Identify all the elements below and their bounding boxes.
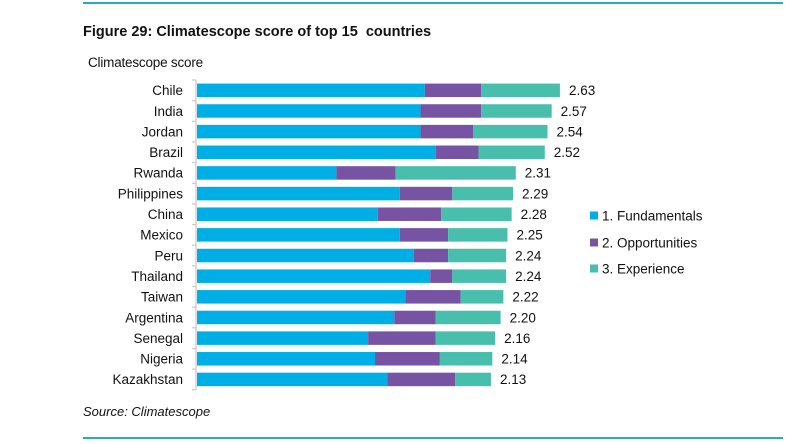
bar-segment-1 bbox=[197, 372, 388, 387]
bar-segment-2 bbox=[413, 248, 449, 263]
bar-segment-2 bbox=[420, 104, 482, 118]
bar-segment-3 bbox=[439, 352, 493, 366]
total-value-label: 2.20 bbox=[510, 310, 536, 325]
category-label: Thailand bbox=[131, 269, 183, 284]
category-label: Taiwan bbox=[141, 290, 183, 305]
bar-segment-3 bbox=[441, 207, 512, 221]
source-note: Source: Climatescope bbox=[83, 404, 211, 419]
legend-label: 3. Experience bbox=[602, 262, 685, 277]
bar-segment-1 bbox=[197, 104, 421, 118]
axis-label: Climatescope score bbox=[88, 55, 203, 70]
bar-segment-3 bbox=[481, 83, 560, 98]
legend-label: 2. Opportunities bbox=[602, 236, 698, 251]
bar-segment-2 bbox=[430, 269, 453, 283]
category-labels: Chile India Jordan Brazil Rwanda Philippines C… bbox=[112, 83, 183, 387]
bar-segment-1 bbox=[197, 352, 376, 366]
category-label: Mexico bbox=[140, 228, 183, 243]
legend-swatch bbox=[590, 238, 598, 247]
category-label: Brazil bbox=[149, 145, 183, 160]
bar-segment-3 bbox=[455, 372, 491, 387]
category-label: Rwanda bbox=[133, 166, 183, 181]
bar-segment-2 bbox=[394, 310, 436, 325]
legend-label: 1. Fundamentals bbox=[602, 209, 703, 224]
bar-segment-1 bbox=[197, 269, 431, 283]
value-labels: 2.63 2.57 2.54 2.522.31 2.29 2.28 2.25 2.24 2.24… bbox=[500, 83, 595, 387]
bar-segment-2 bbox=[375, 352, 440, 366]
bar-segment-1 bbox=[197, 310, 395, 325]
bar-segment-3 bbox=[395, 166, 516, 180]
total-value-label: 2.25 bbox=[517, 228, 543, 243]
category-label: Argentina bbox=[125, 310, 183, 325]
bar-segment-1 bbox=[197, 248, 414, 263]
bottom-rule bbox=[83, 437, 783, 439]
category-label: Philippines bbox=[118, 186, 184, 201]
total-value-label: 2.54 bbox=[557, 124, 584, 139]
bar-segment-2 bbox=[368, 331, 436, 345]
bars bbox=[197, 83, 560, 387]
category-label: Nigeria bbox=[140, 352, 183, 367]
total-value-label: 2.16 bbox=[504, 331, 530, 346]
bar-segment-2 bbox=[387, 372, 456, 387]
category-label: Jordan bbox=[142, 124, 183, 139]
category-label: China bbox=[148, 207, 184, 222]
bar-segment-1 bbox=[197, 124, 421, 139]
total-value-label: 2.31 bbox=[525, 166, 551, 181]
bar-segment-2 bbox=[377, 207, 442, 221]
legend: 1. Fundamentals 2. Opportunities 3. Experi… bbox=[590, 209, 703, 277]
bar-segment-1 bbox=[197, 145, 436, 160]
category-label: Kazakhstan bbox=[112, 372, 183, 387]
bar-segment-3 bbox=[435, 331, 496, 345]
category-label: Peru bbox=[154, 248, 183, 263]
total-value-label: 2.52 bbox=[554, 145, 580, 160]
total-value-label: 2.28 bbox=[521, 207, 547, 222]
y-axis bbox=[192, 79, 197, 391]
bar-segment-1 bbox=[197, 228, 400, 242]
legend-swatch bbox=[590, 211, 598, 220]
category-label: India bbox=[154, 104, 184, 119]
legend-swatch bbox=[590, 264, 598, 273]
total-value-label: 2.13 bbox=[500, 372, 526, 387]
total-value-label: 2.57 bbox=[561, 104, 587, 119]
bar-segment-2 bbox=[336, 166, 396, 180]
bar-segment-3 bbox=[448, 228, 508, 242]
bar-segment-3 bbox=[473, 124, 548, 139]
total-value-label: 2.63 bbox=[569, 83, 595, 98]
total-value-label: 2.24 bbox=[515, 248, 542, 263]
bar-segment-1 bbox=[197, 290, 406, 304]
category-label: Chile bbox=[152, 83, 183, 98]
top-rule bbox=[83, 2, 783, 4]
bar-segment-3 bbox=[452, 269, 507, 283]
bar-segment-2 bbox=[399, 228, 449, 242]
figure-title: Figure 29: Climatescope score of top 15 … bbox=[83, 24, 432, 40]
bar-segment-2 bbox=[405, 290, 461, 304]
category-label: Senegal bbox=[133, 331, 183, 346]
bar-segment-1 bbox=[197, 83, 425, 98]
bar-segment-3 bbox=[435, 310, 501, 325]
bar-segment-2 bbox=[420, 124, 473, 139]
bar-segment-1 bbox=[197, 331, 369, 345]
total-value-label: 2.22 bbox=[512, 290, 538, 305]
bar-segment-3 bbox=[448, 248, 507, 263]
bar-segment-2 bbox=[399, 186, 453, 201]
bar-segment-3 bbox=[452, 186, 514, 201]
bar-segment-3 bbox=[478, 145, 545, 160]
bar-segment-1 bbox=[197, 166, 337, 180]
bar-segment-3 bbox=[481, 104, 552, 118]
bar-segment-3 bbox=[460, 290, 504, 304]
bar-segment-2 bbox=[435, 145, 479, 160]
bar-segment-2 bbox=[424, 83, 482, 98]
total-value-label: 2.14 bbox=[501, 352, 528, 367]
total-value-label: 2.29 bbox=[522, 186, 548, 201]
bar-segment-1 bbox=[197, 186, 400, 201]
bar-segment-1 bbox=[197, 207, 378, 221]
total-value-label: 2.24 bbox=[515, 269, 542, 284]
